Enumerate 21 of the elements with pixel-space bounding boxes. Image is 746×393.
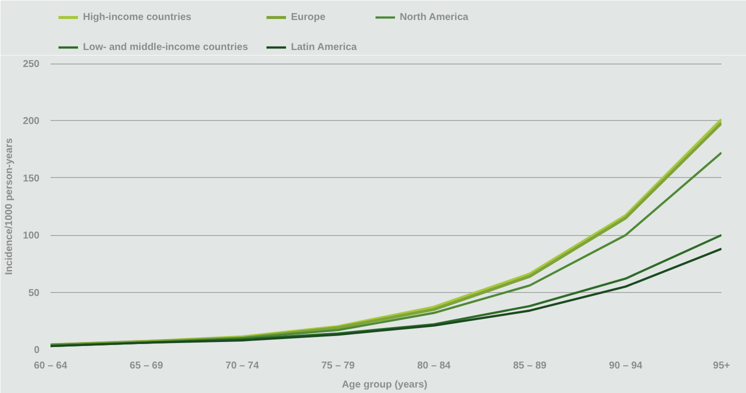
x-tick-label: 90 – 94 <box>608 360 643 372</box>
y-axis-title: Incidence/1000 person-years <box>4 138 15 275</box>
legend-label: Latin America <box>291 41 357 53</box>
x-tick-label: 60 – 64 <box>34 360 68 372</box>
y-tick-label: 150 <box>22 173 40 184</box>
x-tick-label: 85 – 89 <box>513 360 547 372</box>
y-tick-label: 200 <box>22 116 40 128</box>
x-tick-label: 75 – 79 <box>321 360 356 372</box>
x-tick-label: 95+ <box>713 360 730 372</box>
legend-label: North America <box>400 11 468 23</box>
y-tick-label: 50 <box>28 288 40 299</box>
legend-label: High-income countries <box>83 11 192 23</box>
x-tick-label: 65 – 69 <box>130 360 164 372</box>
x-axis-title: Age group (years) <box>342 380 428 390</box>
y-tick-label: 250 <box>22 59 40 70</box>
legend-label: Europe <box>291 11 326 23</box>
x-tick-label: 70 – 74 <box>226 360 260 372</box>
legend-label: Low- and middle-income countries <box>83 41 248 53</box>
y-tick-label: 100 <box>22 230 40 242</box>
x-tick-label: 80 – 84 <box>417 360 452 372</box>
y-tick-label: 0 <box>34 345 40 356</box>
